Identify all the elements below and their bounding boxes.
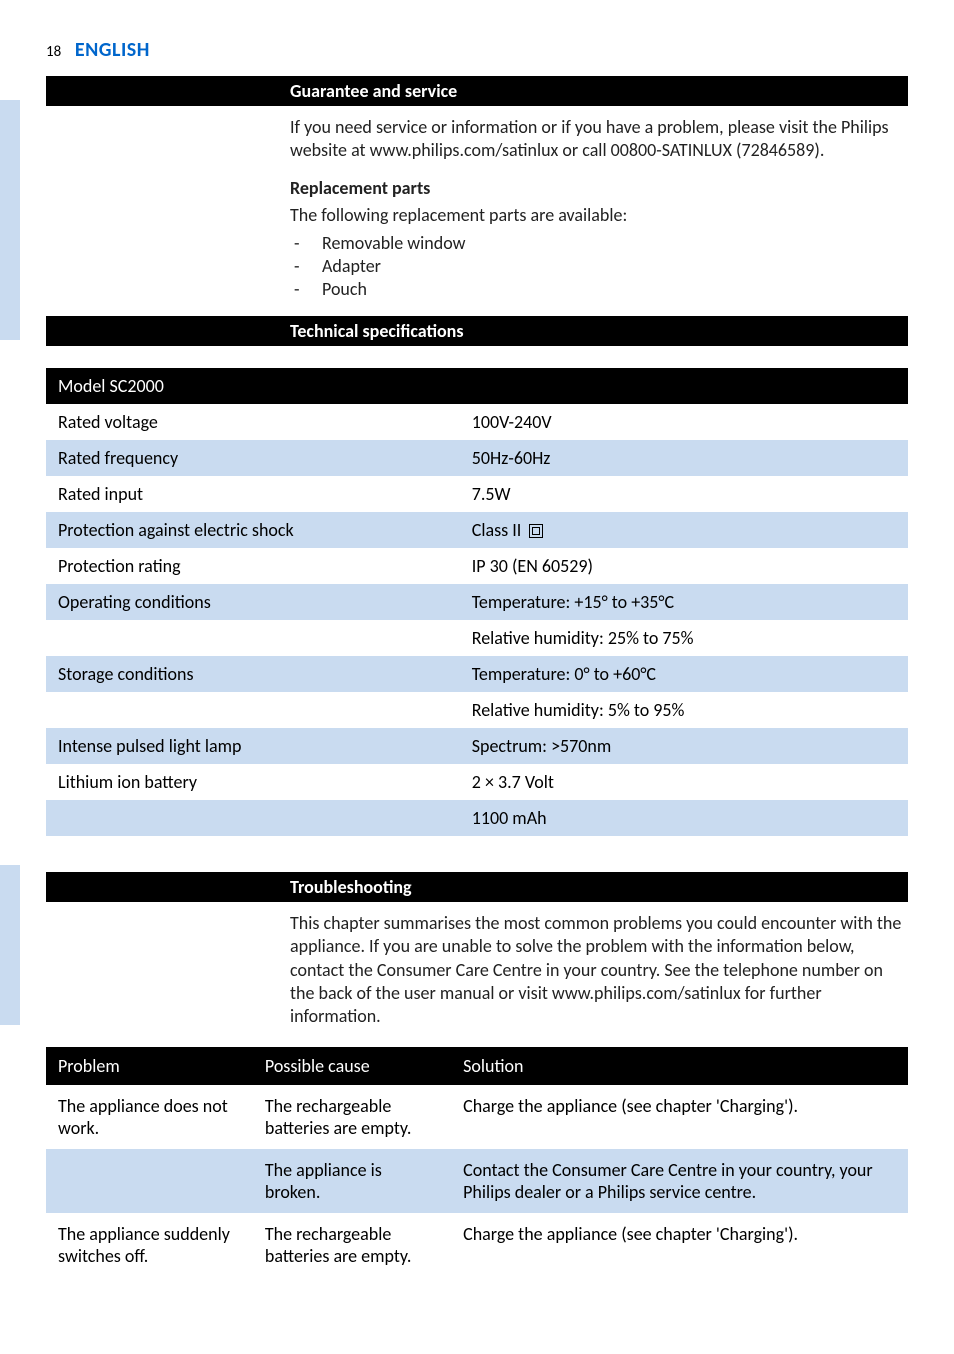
table-row: The appliance does not work.The recharge… [46,1085,908,1149]
left-accent-bar [0,865,20,1025]
spec-value: Temperature: 0° to +60°C [460,656,908,692]
trouble-intro: This chapter summarises the most common … [290,912,908,1029]
spec-value: 1100 mAh [460,800,908,836]
spec-value: 2 × 3.7 Volt [460,764,908,800]
cause-cell: The appliance is broken. [253,1149,451,1213]
spec-label: Rated voltage [46,404,460,440]
spec-label: Lithium ion battery [46,764,460,800]
spec-table: Model SC2000 Rated voltage100V-240VRated… [46,368,908,836]
section-title: Guarantee and service [290,80,457,102]
spec-value: 100V-240V [460,404,908,440]
table-row: Relative humidity: 25% to 75% [46,620,908,656]
section-title: Technical specifications [290,320,464,342]
spec-value: Spectrum: >570nm [460,728,908,764]
spec-label [46,620,460,656]
solution-cell: Charge the appliance (see chapter 'Charg… [451,1213,908,1277]
spec-value: Relative humidity: 5% to 95% [460,692,908,728]
spec-value: IP 30 (EN 60529) [460,548,908,584]
class-ii-icon [529,524,543,538]
table-row: Rated input7.5W [46,476,908,512]
trouble-col-header: Possible cause [253,1047,451,1085]
section-bar-tech: Technical specifications [46,316,908,346]
replacement-head: Replacement parts [290,177,908,200]
solution-cell: Contact the Consumer Care Centre in your… [451,1149,908,1213]
problem-cell: The appliance does not work. [46,1085,253,1149]
section-bar-trouble: Troubleshooting [46,872,908,902]
spec-label: Storage conditions [46,656,460,692]
table-row: 1100 mAh [46,800,908,836]
cause-cell: The rechargeable batteries are empty. [253,1085,451,1149]
table-row: Operating conditionsTemperature: +15° to… [46,584,908,620]
replacement-list: Removable windowAdapterPouch [290,232,908,302]
table-row: Lithium ion battery2 × 3.7 Volt [46,764,908,800]
section-bar-guarantee: Guarantee and service [46,76,908,106]
page-number: 18 [46,43,61,61]
spec-label: Protection rating [46,548,460,584]
language-label: ENGLISH [75,38,150,62]
spec-value: 7.5W [460,476,908,512]
trouble-table: ProblemPossible causeSolution The applia… [46,1047,908,1277]
solution-cell: Charge the appliance (see chapter 'Charg… [451,1085,908,1149]
spec-value: Class II [460,512,908,548]
spec-label: Rated frequency [46,440,460,476]
problem-cell: The appliance suddenly switches off. [46,1213,253,1277]
spec-label: Intense pulsed light lamp [46,728,460,764]
problem-cell [46,1149,253,1213]
spec-value: Temperature: +15° to +35°C [460,584,908,620]
table-row: Protection against electric shockClass I… [46,512,908,548]
page-wrap: 18 ENGLISH Guarantee and service If you … [0,0,954,1277]
trouble-col-header: Problem [46,1047,253,1085]
spec-table-header: Model SC2000 [46,368,908,404]
table-row: Relative humidity: 5% to 95% [46,692,908,728]
guarantee-body: If you need service or information or if… [290,116,908,302]
page-header: 18 ENGLISH [0,0,954,76]
table-row: Rated voltage100V-240V [46,404,908,440]
spec-label: Operating conditions [46,584,460,620]
section-title: Troubleshooting [290,876,412,898]
table-row: Storage conditionsTemperature: 0° to +60… [46,656,908,692]
table-row: The appliance suddenly switches off.The … [46,1213,908,1277]
list-item: Pouch [290,278,908,301]
spec-label [46,692,460,728]
guarantee-text: If you need service or information or if… [290,116,908,163]
spec-label [46,800,460,836]
table-row: Protection ratingIP 30 (EN 60529) [46,548,908,584]
table-row: The appliance is broken.Contact the Cons… [46,1149,908,1213]
spec-value: Relative humidity: 25% to 75% [460,620,908,656]
trouble-intro-text: This chapter summarises the most common … [290,912,908,1029]
replacement-intro: The following replacement parts are avai… [290,204,908,227]
list-item: Removable window [290,232,908,255]
left-accent-bar [0,100,20,340]
cause-cell: The rechargeable batteries are empty. [253,1213,451,1277]
spec-label: Rated input [46,476,460,512]
trouble-col-header: Solution [451,1047,908,1085]
spec-label: Protection against electric shock [46,512,460,548]
list-item: Adapter [290,255,908,278]
spec-value: 50Hz-60Hz [460,440,908,476]
table-row: Intense pulsed light lampSpectrum: >570n… [46,728,908,764]
table-row: Rated frequency50Hz-60Hz [46,440,908,476]
